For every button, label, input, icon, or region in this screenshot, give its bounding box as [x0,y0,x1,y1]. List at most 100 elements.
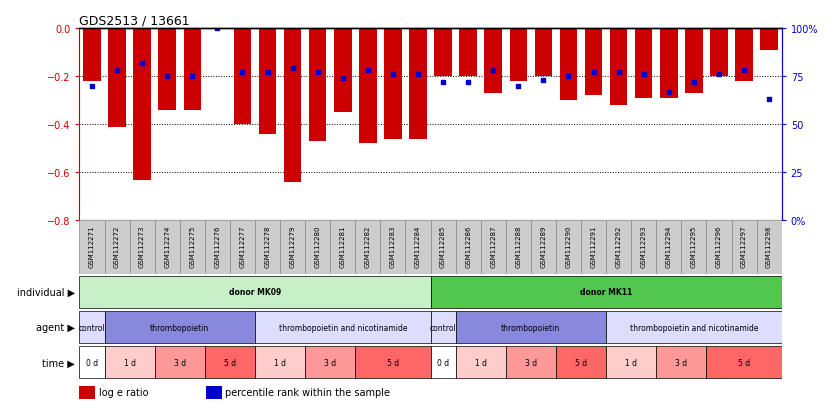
Bar [535,29,552,77]
Text: percentile rank within the sample: percentile rank within the sample [225,387,390,397]
Text: thrombopoietin: thrombopoietin [150,323,209,332]
Bar [305,347,355,378]
Bar [510,29,527,82]
Bar [206,386,222,399]
Text: 1 d: 1 d [124,358,135,367]
Point [487,68,500,74]
Bar [334,29,351,113]
Bar [681,221,706,275]
Text: GSM112295: GSM112295 [691,225,697,268]
Bar [79,221,104,275]
Bar [531,221,556,275]
Bar [431,347,456,378]
Bar [104,347,155,378]
Bar [134,29,151,180]
Point [161,74,174,80]
Bar [410,29,427,139]
Bar [355,221,380,275]
Text: 3 d: 3 d [675,358,687,367]
Text: thrombopoietin and nicotinamide: thrombopoietin and nicotinamide [630,323,758,332]
Point [236,70,249,76]
Text: GSM112298: GSM112298 [766,225,772,268]
Point [587,70,600,76]
Text: GSM112296: GSM112296 [716,225,722,268]
Point [762,97,776,103]
Bar [155,221,180,275]
Text: GSM112292: GSM112292 [615,225,622,268]
Point [637,72,650,78]
Bar [456,221,481,275]
Text: time ▶: time ▶ [43,357,75,368]
Point [336,76,349,82]
Bar [456,347,506,378]
Bar [656,347,706,378]
Bar [205,221,230,275]
Point [85,83,99,90]
Bar [660,29,677,99]
Text: individual ▶: individual ▶ [17,287,75,297]
Bar [405,221,431,275]
Bar [732,221,757,275]
Text: 3 d: 3 d [174,358,186,367]
Bar [606,311,782,343]
Text: 5 d: 5 d [738,358,750,367]
Text: GDS2513 / 13661: GDS2513 / 13661 [79,15,190,28]
Text: GSM112287: GSM112287 [490,225,497,268]
Text: GSM112293: GSM112293 [640,225,647,268]
Point [612,70,625,76]
Bar [711,29,727,77]
Bar [79,347,104,378]
Text: GSM112280: GSM112280 [314,225,321,268]
Bar [706,221,732,275]
Bar [255,221,280,275]
Text: GSM112274: GSM112274 [164,225,171,268]
Point [361,68,375,74]
Text: GSM112288: GSM112288 [515,225,522,268]
Bar [109,29,125,127]
Point [461,79,475,86]
Bar [706,347,782,378]
Bar [736,29,752,82]
Text: GSM112271: GSM112271 [89,225,95,268]
Text: GSM112281: GSM112281 [339,225,346,268]
Bar [84,29,100,82]
Bar [581,221,606,275]
Text: GSM112283: GSM112283 [390,225,396,268]
Bar [431,276,782,308]
Bar [506,347,556,378]
Bar [79,386,95,399]
Text: GSM112277: GSM112277 [239,225,246,268]
Text: GSM112291: GSM112291 [590,225,597,268]
Text: GSM112275: GSM112275 [189,225,196,268]
Bar [309,29,326,142]
Bar [230,221,255,275]
Point [110,68,124,74]
Bar [456,311,606,343]
Text: GSM112272: GSM112272 [114,225,120,268]
Text: GSM112284: GSM112284 [415,225,421,268]
Point [687,79,701,86]
Text: 0 d: 0 d [86,358,98,367]
Bar [585,29,602,96]
Text: thrombopoietin and nicotinamide: thrombopoietin and nicotinamide [278,323,407,332]
Text: 5 d: 5 d [387,358,399,367]
Point [311,70,324,76]
Bar [255,347,305,378]
Text: 3 d: 3 d [324,358,336,367]
Bar [606,221,631,275]
Bar [757,221,782,275]
Text: 0 d: 0 d [437,358,449,367]
Point [286,66,299,73]
Bar [435,29,451,77]
Bar [234,29,252,125]
Bar [180,221,205,275]
Text: control: control [430,323,456,332]
Text: GSM112282: GSM112282 [364,225,371,268]
Text: thrombopoietin: thrombopoietin [502,323,560,332]
Bar [385,29,402,139]
Point [436,79,450,86]
Text: GSM112276: GSM112276 [214,225,221,268]
Point [512,83,525,90]
Bar [130,221,155,275]
Bar [159,29,176,111]
